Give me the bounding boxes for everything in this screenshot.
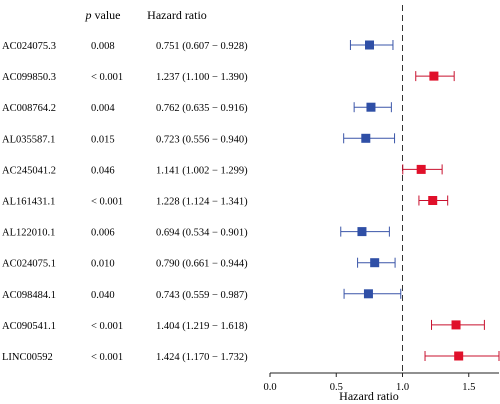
hazard-ratio-point (363, 289, 373, 299)
gene-label: LINC00592 (2, 352, 53, 363)
gene-label: AC024075.3 (2, 41, 56, 52)
gene-label: AC245041.2 (2, 165, 56, 176)
hazard-ratio-text: 0.762 (0.635 − 0.916) (156, 103, 248, 114)
p-value: 0.008 (91, 41, 115, 52)
hazard-ratio-text: 1.141 (1.002 − 1.299) (156, 165, 248, 176)
gene-label: AL122010.1 (2, 228, 55, 239)
hazard-ratio-text: 1.228 (1.124 − 1.341) (156, 197, 248, 208)
p-value: 0.046 (91, 165, 115, 176)
hazard-ratio-point (416, 164, 426, 174)
p-value: < 0.001 (91, 321, 123, 332)
forest-row: AC245041.2 0.046 1.141 (1.002 − 1.299) (2, 164, 443, 176)
forest-row: AC098484.1 0.040 0.743 (0.559 − 0.987) (2, 288, 402, 301)
forest-row: AC024075.3 0.008 0.751 (0.607 − 0.928) (2, 40, 394, 52)
forest-row: LINC00592 < 0.001 1.424 (1.170 − 1.732) (2, 351, 500, 363)
gene-label: AC024075.1 (2, 259, 56, 270)
tick-label: 0.5 (330, 382, 343, 393)
hazard-ratio-text: 0.790 (0.661 − 0.944) (156, 259, 248, 270)
gene-label: AC099850.3 (2, 72, 56, 83)
p-value: 0.010 (91, 259, 115, 270)
p-value: < 0.001 (91, 352, 123, 363)
hazard-ratio-point (365, 40, 375, 50)
hazard-ratio-point (429, 71, 439, 81)
tick-label: 1.0 (396, 382, 409, 393)
gene-label: AL161431.1 (2, 197, 55, 208)
hazard-ratio-text: 1.237 (1.100 − 1.390) (156, 72, 248, 83)
forest-row: AL161431.1 < 0.001 1.228 (1.124 − 1.341) (2, 195, 449, 208)
forest-row: AC090541.1 < 0.001 1.404 (1.219 − 1.618) (2, 319, 485, 332)
hazard-ratio-text: 0.751 (0.607 − 0.928) (156, 41, 248, 52)
forest-row: AC099850.3 < 0.001 1.237 (1.100 − 1.390) (2, 71, 455, 83)
gene-label: AC090541.1 (2, 321, 56, 332)
forest-row: AC024075.1 0.010 0.790 (0.661 − 0.944) (2, 257, 396, 270)
hazard-ratio-point (451, 320, 461, 330)
forest-row: AL035587.1 0.015 0.723 (0.556 − 0.940) (2, 133, 396, 145)
hazard-ratio-point (454, 351, 464, 361)
hazard-ratio-point (428, 196, 438, 205)
header-hazard-ratio: Hazard ratio (147, 8, 207, 22)
p-value: < 0.001 (91, 72, 123, 83)
x-axis: 0.0 0.5 1.0 1.5 (263, 372, 499, 393)
hazard-ratio-point (366, 102, 376, 112)
p-value: 0.006 (91, 228, 115, 239)
gene-label: AC008764.2 (2, 103, 56, 114)
hazard-ratio-text: 0.694 (0.534 − 0.901) (156, 228, 248, 239)
p-value: 0.015 (91, 134, 115, 145)
hazard-ratio-point (370, 258, 380, 268)
hazard-ratio-text: 0.723 (0.556 − 0.940) (156, 134, 248, 145)
hazard-ratio-text: 1.424 (1.170 − 1.732) (156, 352, 248, 363)
hazard-ratio-point (361, 133, 371, 143)
p-value: < 0.001 (91, 197, 123, 208)
forest-row: AC008764.2 0.004 0.762 (0.635 − 0.916) (2, 102, 392, 114)
x-axis-label: Hazard ratio (339, 389, 399, 403)
gene-label: AC098484.1 (2, 290, 56, 301)
gene-label: AL035587.1 (2, 134, 55, 145)
hazard-ratio-text: 0.743 (0.559 − 0.987) (156, 290, 248, 301)
tick-label: 1.5 (462, 382, 475, 393)
hazard-ratio-point (357, 227, 367, 237)
p-value: 0.004 (91, 103, 115, 114)
header-p-value: p value (85, 8, 121, 22)
hazard-ratio-text: 1.404 (1.219 − 1.618) (156, 321, 248, 332)
forest-rows: AC024075.3 0.008 0.751 (0.607 − 0.928) AC09… (2, 5, 500, 373)
forest-row: AL122010.1 0.006 0.694 (0.534 − 0.901) (2, 226, 390, 239)
tick-label: 0.0 (263, 382, 276, 393)
p-value: 0.040 (91, 290, 115, 301)
